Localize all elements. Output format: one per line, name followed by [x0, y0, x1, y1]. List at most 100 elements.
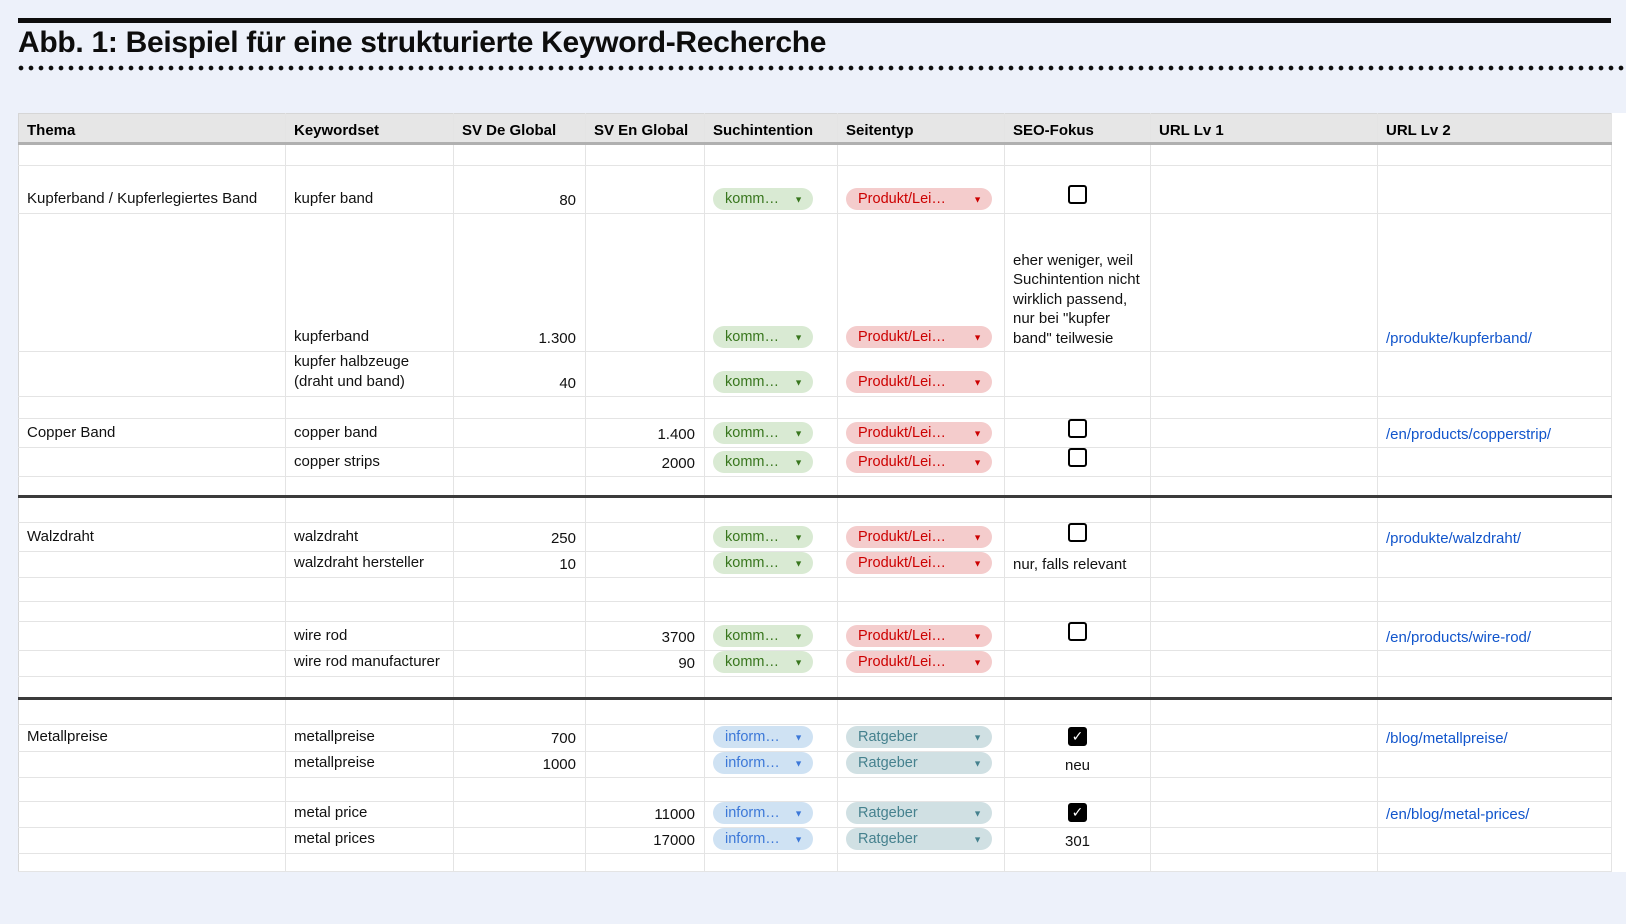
suchintention-select[interactable]: inform… ▼: [713, 802, 813, 824]
search-volume-cell: 3700: [585, 621, 705, 651]
seitentyp-value: Produkt/Lei…: [858, 454, 946, 470]
dropdown-arrow-icon: ▼: [973, 657, 982, 668]
search-volume-cell: 1.300: [453, 213, 586, 352]
url-lv2-link[interactable]: /en/blog/metal-prices/: [1386, 806, 1530, 823]
dropdown-arrow-icon: ▼: [973, 631, 982, 642]
seo-fokus-checkbox-checked[interactable]: ✓: [1068, 727, 1087, 746]
suchintention-select[interactable]: komm… ▼: [713, 625, 813, 647]
search-volume-cell: 90: [585, 650, 705, 677]
suchintention-select[interactable]: komm… ▼: [713, 326, 813, 348]
seitentyp-select[interactable]: Produkt/Lei… ▼: [846, 326, 992, 348]
table-row: kupfer halbzeuge (draht und band) 40 komm……: [18, 351, 1612, 397]
seitentyp-select[interactable]: Ratgeber ▼: [846, 802, 992, 824]
dropdown-arrow-icon: ▼: [973, 558, 982, 569]
seitentyp-select[interactable]: Produkt/Lei… ▼: [846, 552, 992, 574]
keyword-cell: kupfer band: [285, 165, 454, 214]
url-lv2-link[interactable]: /produkte/walzdraht/: [1386, 530, 1522, 547]
url-lv2-link[interactable]: /en/products/wire-rod/: [1386, 629, 1532, 646]
table-row: Kupferband / Kupferlegiertes Band kupfer …: [18, 165, 1612, 214]
table-row: Metallpreise metallpreise 700 inform… ▼ Ratge…: [18, 724, 1612, 752]
seo-fokus-checkbox[interactable]: [1068, 622, 1087, 641]
dropdown-arrow-icon: ▼: [973, 194, 982, 205]
seo-fokus-checkbox[interactable]: [1068, 448, 1087, 467]
dropdown-arrow-icon: ▼: [973, 732, 982, 743]
figure-title: Abb. 1: Beispiel für eine strukturierte …: [18, 26, 827, 59]
dropdown-arrow-icon: ▼: [794, 332, 803, 343]
seitentyp-select[interactable]: Ratgeber ▼: [846, 828, 992, 850]
suchintention-value: komm…: [725, 654, 779, 670]
suchintention-select[interactable]: komm… ▼: [713, 422, 813, 444]
thema-cell: Walzdraht: [18, 522, 286, 552]
search-volume-cell: 11000: [585, 801, 705, 828]
keyword-cell: metal price: [285, 801, 454, 828]
url-lv2-link[interactable]: /en/products/copperstrip/: [1386, 426, 1552, 443]
dropdown-arrow-icon: ▼: [794, 631, 803, 642]
seo-fokus-note: 301: [1064, 833, 1091, 850]
seo-fokus-checkbox-checked[interactable]: ✓: [1068, 803, 1087, 822]
dropdown-arrow-icon: ▼: [794, 657, 803, 668]
seitentyp-value: Produkt/Lei…: [858, 555, 946, 571]
seitentyp-select[interactable]: Produkt/Lei… ▼: [846, 526, 992, 548]
seitentyp-select[interactable]: Produkt/Lei… ▼: [846, 651, 992, 673]
suchintention-select[interactable]: komm… ▼: [713, 371, 813, 393]
suchintention-select[interactable]: komm… ▼: [713, 552, 813, 574]
search-volume-cell: 700: [453, 724, 586, 752]
seitentyp-select[interactable]: Produkt/Lei… ▼: [846, 451, 992, 473]
seitentyp-select[interactable]: Ratgeber ▼: [846, 752, 992, 774]
table-row: [18, 476, 1612, 498]
seitentyp-value: Produkt/Lei…: [858, 374, 946, 390]
seitentyp-select[interactable]: Produkt/Lei… ▼: [846, 422, 992, 444]
table-row: copper strips 2000 komm… ▼ Produkt/Lei… ▼: [18, 447, 1612, 477]
suchintention-select[interactable]: inform… ▼: [713, 828, 813, 850]
dropdown-arrow-icon: ▼: [973, 532, 982, 543]
url-lv2-link[interactable]: /produkte/kupferband/: [1386, 330, 1532, 347]
page: Abb. 1: Beispiel für eine strukturierte …: [0, 18, 1626, 924]
keyword-cell: walzdraht: [285, 522, 454, 552]
column-header-sv-de-global: SV De Global: [453, 113, 586, 145]
dropdown-arrow-icon: ▼: [973, 758, 982, 769]
title-dotted-rule: [18, 65, 1626, 71]
table-header-row: Thema Keywordset SV De Global SV En Global S…: [18, 113, 1612, 145]
suchintention-select[interactable]: komm… ▼: [713, 188, 813, 210]
seitentyp-value: Produkt/Lei…: [858, 628, 946, 644]
seo-fokus-checkbox[interactable]: [1068, 523, 1087, 542]
dropdown-arrow-icon: ▼: [794, 377, 803, 388]
suchintention-value: komm…: [725, 374, 779, 390]
table-row: [18, 601, 1612, 622]
table-row: Copper Band copper band 1.400 komm… ▼ Produkt…: [18, 418, 1612, 448]
suchintention-select[interactable]: komm… ▼: [713, 526, 813, 548]
suchintention-select[interactable]: komm… ▼: [713, 651, 813, 673]
table-row: wire rod 3700 komm… ▼ Produkt/Lei… ▼ /en/produ…: [18, 621, 1612, 651]
seo-fokus-checkbox[interactable]: [1068, 185, 1087, 204]
seitentyp-select[interactable]: Produkt/Lei… ▼: [846, 371, 992, 393]
suchintention-value: komm…: [725, 425, 779, 441]
seitentyp-select[interactable]: Produkt/Lei… ▼: [846, 625, 992, 647]
suchintention-value: komm…: [725, 191, 779, 207]
seo-fokus-note: neu: [1064, 757, 1091, 774]
seitentyp-value: Ratgeber: [858, 755, 918, 771]
keyword-cell: metal prices: [285, 827, 454, 854]
thema-cell: Kupferband / Kupferlegiertes Band: [18, 165, 286, 214]
thema-cell: Metallpreise: [18, 724, 286, 752]
keyword-cell: kupfer halbzeuge (draht und band): [285, 351, 454, 397]
suchintention-select[interactable]: inform… ▼: [713, 726, 813, 748]
seitentyp-select[interactable]: Ratgeber ▼: [846, 726, 992, 748]
table-row: [18, 676, 1612, 700]
search-volume-cell: 10: [453, 551, 586, 578]
keyword-cell: kupferband: [285, 213, 454, 352]
suchintention-select[interactable]: komm… ▼: [713, 451, 813, 473]
seitentyp-value: Produkt/Lei…: [858, 329, 946, 345]
dropdown-arrow-icon: ▼: [794, 428, 803, 439]
table-row: Walzdraht walzdraht 250 komm… ▼ Produkt/Lei… ▼…: [18, 522, 1612, 552]
column-header-url-lv-1: URL Lv 1: [1150, 113, 1378, 145]
url-lv2-link[interactable]: /blog/metallpreise/: [1386, 730, 1508, 747]
suchintention-value: inform…: [725, 831, 780, 847]
search-volume-cell: 1000: [453, 751, 586, 778]
suchintention-select[interactable]: inform… ▼: [713, 752, 813, 774]
search-volume-cell: 17000: [585, 827, 705, 854]
table-row: kupferband 1.300 komm… ▼ Produkt/Lei… ▼ eher w…: [18, 213, 1612, 352]
table-row: metal prices 17000 inform… ▼ Ratgeber ▼ 301: [18, 827, 1612, 854]
seitentyp-select[interactable]: Produkt/Lei… ▼: [846, 188, 992, 210]
seo-fokus-checkbox[interactable]: [1068, 419, 1087, 438]
keyword-research-spreadsheet: Thema Keywordset SV De Global SV En Global S…: [18, 113, 1626, 872]
